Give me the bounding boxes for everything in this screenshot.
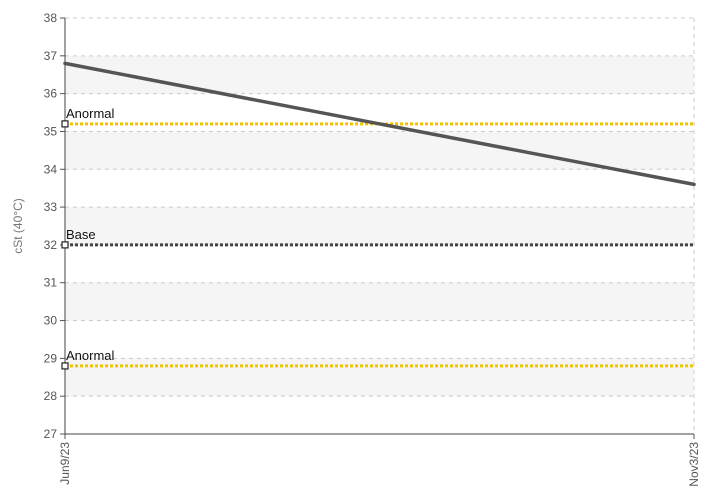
reference-marker [61, 362, 69, 370]
y-tick-label: 35 [44, 124, 58, 138]
y-tick-label: 33 [44, 200, 58, 214]
y-tick-label: 30 [44, 314, 58, 328]
y-tick-label: 32 [44, 238, 58, 252]
y-axis-label: cSt (40°C) [11, 198, 25, 253]
x-tick-label: Jun9/23 [58, 442, 72, 485]
y-tick-label: 31 [44, 276, 58, 290]
y-tick-label: 27 [44, 427, 58, 441]
background-band [65, 358, 694, 397]
reference-lines: Anormal Base Anormal [61, 106, 694, 370]
background-band [65, 282, 694, 321]
x-tick-label: Nov3/23 [687, 442, 701, 487]
reference-marker [61, 241, 69, 249]
series-lines [63, 61, 696, 187]
background-band [65, 207, 694, 245]
gridlines [64, 17, 695, 434]
reference-label: Base [66, 227, 96, 242]
reference-label: Anormal [66, 106, 115, 121]
background-band [65, 55, 694, 94]
x-tick-labels: Jun9/23 Nov3/23 [58, 442, 701, 487]
reference-label: Anormal [66, 348, 115, 363]
background-bands [65, 55, 694, 397]
reference-marker [61, 120, 69, 128]
y-tick-label: 28 [44, 389, 58, 403]
y-tick-label: 37 [44, 49, 58, 63]
background-band [65, 131, 694, 170]
y-tick-label: 38 [44, 11, 58, 25]
y-tick-label: 34 [44, 162, 58, 176]
y-tick-labels: 27 28 29 30 31 32 33 34 35 36 37 38 [44, 11, 58, 441]
series-line [63, 61, 696, 187]
y-tick-label: 29 [44, 351, 58, 365]
y-tick-label: 36 [44, 87, 58, 101]
